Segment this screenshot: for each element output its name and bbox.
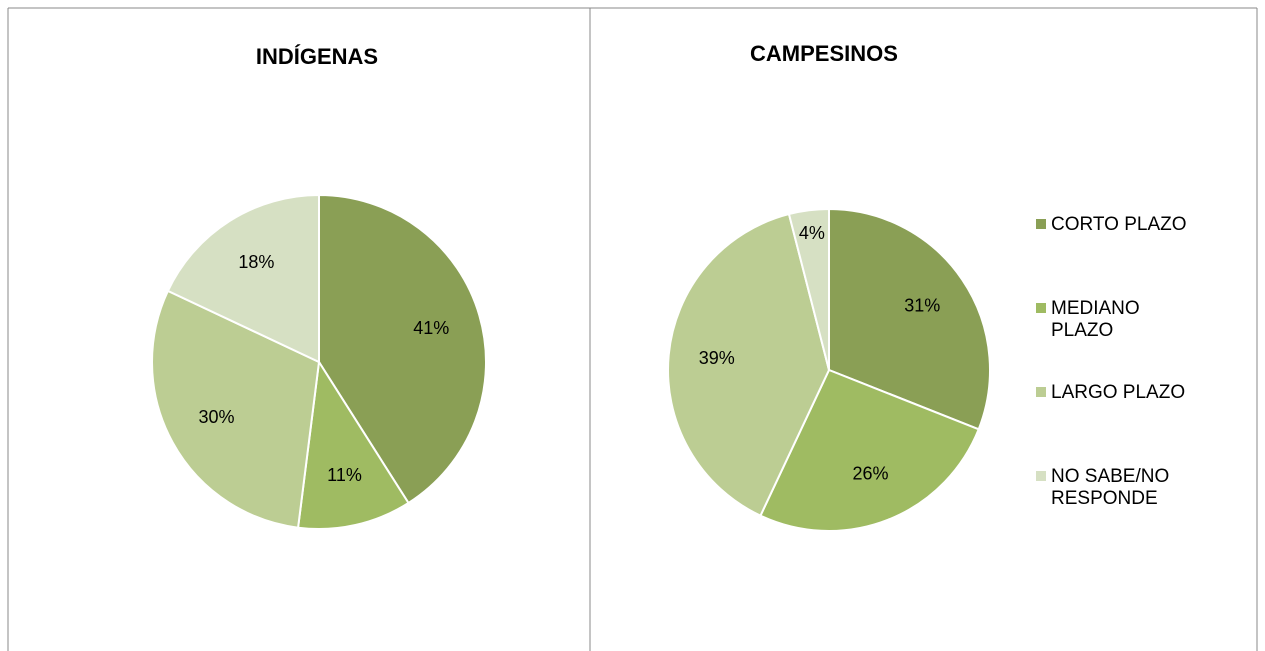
legend-item: NO SABE/NO RESPONDE [1036, 466, 1206, 550]
data-label: 30% [199, 407, 235, 427]
chart-title: CAMPESINOS [750, 41, 898, 66]
pie-slice [759, 368, 980, 532]
legend-item: LARGO PLAZO [1036, 382, 1206, 466]
pie-slice [296, 359, 410, 530]
legend-item: MEDIANO PLAZO [1036, 298, 1206, 382]
pie-slice [828, 207, 991, 431]
legend-label: MEDIANO PLAZO [1051, 298, 1140, 341]
chart-title: INDÍGENAS [256, 44, 378, 69]
pie-slice [166, 193, 320, 364]
legend: CORTO PLAZO MEDIANO PLAZO LARGO PLAZO NO SA… [1036, 214, 1206, 550]
legend-swatch [1036, 219, 1046, 229]
data-label: 11% [327, 465, 362, 485]
legend-swatch [1036, 303, 1046, 313]
legend-swatch [1036, 471, 1046, 481]
pie-slice [787, 207, 830, 371]
data-label: 18% [238, 252, 274, 272]
legend-label: CORTO PLAZO [1051, 214, 1187, 235]
data-label: 39% [699, 348, 735, 368]
pie-slice [151, 289, 321, 529]
pie-slice [667, 212, 831, 518]
legend-item: CORTO PLAZO [1036, 214, 1206, 298]
data-label: 4% [799, 223, 825, 243]
legend-swatch [1036, 387, 1046, 397]
legend-label: LARGO PLAZO [1051, 382, 1186, 403]
legend-label: NO SABE/NO RESPONDE [1051, 466, 1170, 509]
data-label: 41% [413, 318, 449, 338]
data-label: 26% [852, 464, 888, 484]
data-label: 31% [904, 295, 940, 315]
